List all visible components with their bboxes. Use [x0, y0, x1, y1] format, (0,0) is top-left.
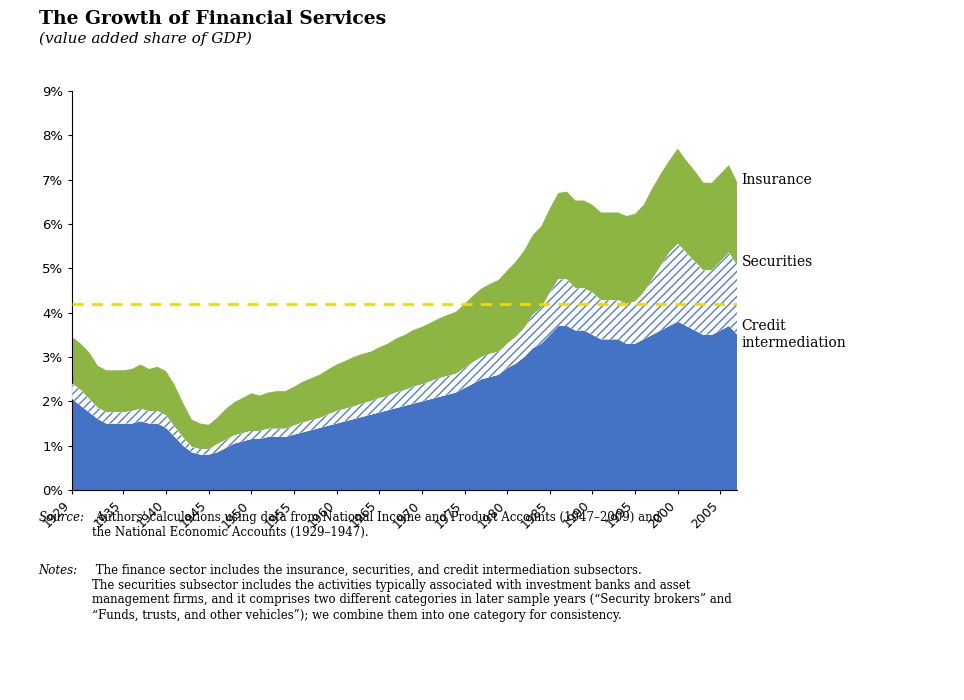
- Text: (value added share of GDP): (value added share of GDP): [39, 32, 252, 46]
- Text: Source:: Source:: [39, 511, 85, 524]
- Text: Notes:: Notes:: [39, 564, 78, 577]
- Text: Authors' calculations using data from National Income and Product Accounts (1947: Authors' calculations using data from Na…: [92, 511, 659, 539]
- Text: Insurance: Insurance: [741, 173, 813, 187]
- Text: Securities: Securities: [741, 255, 813, 269]
- Text: The Growth of Financial Services: The Growth of Financial Services: [39, 10, 386, 29]
- Text: Credit
intermediation: Credit intermediation: [741, 319, 846, 351]
- Text: The finance sector includes the insurance, securities, and credit intermediation: The finance sector includes the insuranc…: [92, 564, 732, 622]
